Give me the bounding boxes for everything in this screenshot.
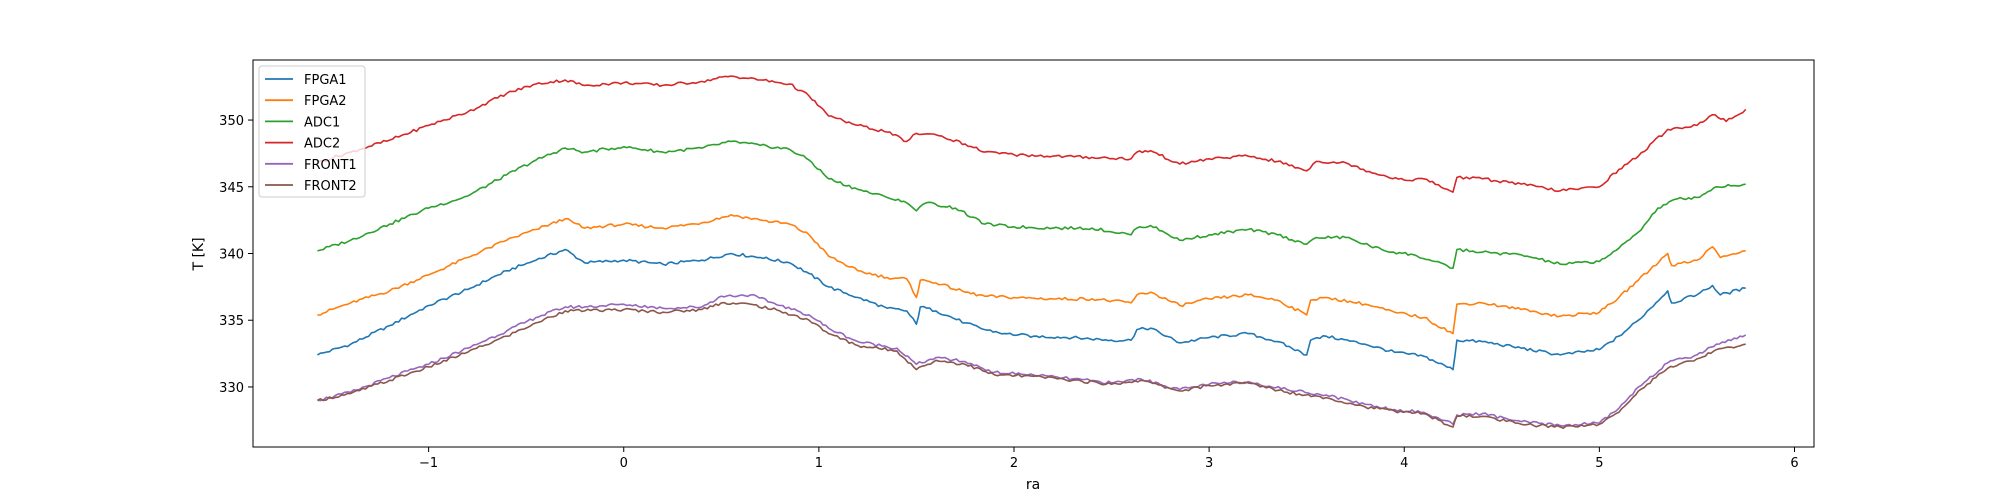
series-line-fpga2 (317, 214, 1746, 335)
series-line-front2 (317, 301, 1746, 430)
y-tick-label: 335 (219, 314, 244, 329)
y-tick-label: 340 (219, 248, 244, 263)
x-tick-label: 0 (620, 456, 628, 471)
x-tick-label: 2 (1010, 456, 1018, 471)
series-line-fpga1 (317, 248, 1746, 371)
legend-label: ADC1 (304, 115, 340, 130)
legend-label: FRONT2 (304, 179, 357, 194)
legend: FPGA1 FPGA2 ADC1 ADC2 FRONT1 FRONT2 (258, 65, 366, 198)
x-tick-label: 3 (1205, 456, 1213, 471)
series-line-adc2 (316, 75, 1747, 193)
x-tick-label: 4 (1400, 456, 1408, 471)
y-axis-label: T [K] (191, 237, 207, 271)
y-tick-label: 350 (219, 114, 244, 129)
x-tick-label: 1 (815, 456, 823, 471)
x-axis: −1 0 1 2 3 4 5 6 (419, 447, 1799, 471)
x-axis-label: ra (1026, 477, 1040, 493)
legend-label: FPGA1 (304, 73, 347, 88)
x-tick-label: −1 (419, 456, 438, 471)
series-line-front1 (317, 293, 1747, 427)
y-axis: 330 335 340 345 350 (219, 114, 253, 396)
series-layer (316, 75, 1747, 430)
legend-label: ADC2 (304, 137, 340, 152)
y-tick-label: 345 (219, 181, 244, 196)
legend-label: FPGA2 (304, 94, 347, 109)
series-line-adc1 (317, 140, 1746, 270)
x-tick-label: 6 (1790, 456, 1798, 471)
y-tick-label: 330 (219, 381, 244, 396)
x-tick-label: 5 (1595, 456, 1603, 471)
legend-label: FRONT1 (304, 158, 357, 173)
